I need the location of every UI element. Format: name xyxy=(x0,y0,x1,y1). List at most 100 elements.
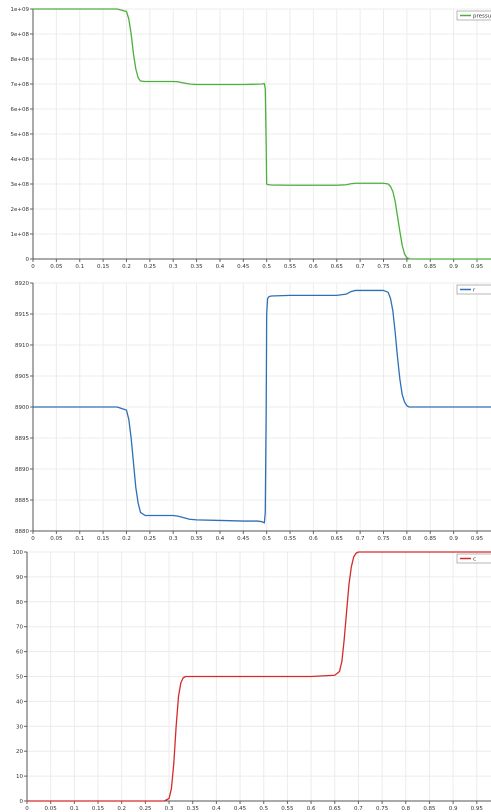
y-tick-label: 70 xyxy=(16,625,23,631)
x-tick-label: 0.05 xyxy=(50,264,63,270)
x-tick-label: 0.6 xyxy=(307,806,316,812)
legend-box xyxy=(456,553,491,564)
x-tick-label: 0.55 xyxy=(284,264,297,270)
x-tick-label: 0.75 xyxy=(376,806,389,812)
x-tick-label: 0.85 xyxy=(424,536,437,542)
y-tick-label: 4e+08 xyxy=(11,157,30,163)
x-tick-label: 0.5 xyxy=(262,264,271,270)
y-tick-label: 8885 xyxy=(15,498,29,504)
x-tick-label: 0.2 xyxy=(122,536,131,542)
y-tick-label: 8915 xyxy=(15,312,29,318)
x-tick-label: 0.8 xyxy=(403,264,412,270)
series-line-c xyxy=(27,551,491,802)
y-tick-label: 40 xyxy=(16,699,23,705)
x-tick-label: 0.25 xyxy=(144,536,157,542)
x-tick-label: 0.8 xyxy=(401,806,410,812)
x-tick-label: 0.45 xyxy=(234,806,247,812)
x-tick-label: 0.6 xyxy=(309,264,318,270)
x-tick-label: 0.2 xyxy=(122,264,131,270)
x-tick-label: 0.3 xyxy=(169,264,178,270)
y-tick-label: 7e+08 xyxy=(11,82,30,88)
y-tick-label: 8905 xyxy=(15,374,29,380)
x-tick-label: 0.05 xyxy=(45,806,58,812)
x-tick-label: 0.1 xyxy=(70,806,79,812)
x-tick-label: 0.9 xyxy=(449,806,458,812)
y-tick-label: 8900 xyxy=(15,405,29,411)
x-tick-label: 0.2 xyxy=(117,806,126,812)
x-tick-label: 0.95 xyxy=(471,536,484,542)
y-tick-label: 0 xyxy=(26,257,30,263)
x-tick-label: 0.85 xyxy=(423,806,436,812)
x-tick-label: 0.85 xyxy=(424,264,437,270)
y-tick-label: 6e+08 xyxy=(11,107,30,113)
x-tick-label: 0.6 xyxy=(309,536,318,542)
x-tick-label: 0.9 xyxy=(449,264,458,270)
x-tick-label: 0.4 xyxy=(212,806,221,812)
x-tick-label: 0.4 xyxy=(216,264,225,270)
x-tick-label: 0.35 xyxy=(187,806,200,812)
x-tick-label: 0.3 xyxy=(169,536,178,542)
x-tick-label: 0.75 xyxy=(377,536,390,542)
chart-panel-3: 0 0.05 0.1 0.15 0.2 0.25 0.3 0.35 0.4 0.45 0.5 0.55… xyxy=(13,550,491,812)
chart-panel-1: 0 0.05 0.1 0.15 0.2 0.25 0.3 0.35 0.4 0.45 0.5 0.55… xyxy=(11,7,491,270)
legend: pressu xyxy=(456,10,491,21)
legend-box xyxy=(456,284,491,295)
y-tick-label: 9e+08 xyxy=(11,32,30,38)
y-tick-label: 8895 xyxy=(15,436,29,442)
y-tick-label: 80 xyxy=(16,600,23,606)
series-line-r xyxy=(33,289,491,524)
y-tick-label: 1e+09 xyxy=(11,7,30,13)
x-tick-label: 0.05 xyxy=(50,536,63,542)
x-tick-label: 0.25 xyxy=(144,264,157,270)
x-tick-label: 0.15 xyxy=(92,806,105,812)
y-tick-label: 30 xyxy=(16,724,23,730)
x-tick-label: 0.55 xyxy=(284,536,297,542)
x-tick-label: 0.9 xyxy=(449,536,458,542)
y-tick-label: 8e+08 xyxy=(11,57,30,63)
y-tick-label: 20 xyxy=(16,749,23,755)
x-tick-label: 0.65 xyxy=(331,264,344,270)
x-tick-label: 0.7 xyxy=(354,806,363,812)
y-tick-label: 60 xyxy=(16,650,23,656)
y-tick-label: 8910 xyxy=(15,343,29,349)
y-tick-label: 50 xyxy=(16,675,23,681)
x-tick-label: 0.3 xyxy=(165,806,174,812)
x-tick-label: 0.7 xyxy=(356,536,365,542)
x-tick-label: 0.25 xyxy=(139,806,152,812)
y-tick-label: 2e+08 xyxy=(11,207,30,213)
y-tick-label: 8890 xyxy=(15,467,29,473)
x-tick-label: 0.65 xyxy=(329,806,342,812)
legend-box xyxy=(456,10,491,21)
legend-label: c xyxy=(473,557,476,563)
x-tick-label: 0.35 xyxy=(190,536,203,542)
y-tick-label: 100 xyxy=(13,550,24,556)
x-tick-label: 0.35 xyxy=(190,264,203,270)
legend-label: r xyxy=(473,288,476,294)
x-tick-label: 0.5 xyxy=(262,536,271,542)
x-tick-label: 0.1 xyxy=(75,264,84,270)
x-tick-label: 0.15 xyxy=(97,536,110,542)
x-tick-label: 0.95 xyxy=(471,806,484,812)
chart-panel-2: 0 0.05 0.1 0.15 0.2 0.25 0.3 0.35 0.4 0.45 0.5 0.55… xyxy=(15,281,491,542)
x-tick-label: 0.65 xyxy=(331,536,344,542)
x-tick-label: 0.4 xyxy=(216,536,225,542)
x-tick-label: 0.75 xyxy=(377,264,390,270)
x-tick-label: 0 xyxy=(31,536,35,542)
x-tick-label: 0.45 xyxy=(237,264,250,270)
x-tick-label: 0 xyxy=(25,806,29,812)
y-tick-label: 0 xyxy=(20,799,24,805)
x-tick-label: 0.55 xyxy=(281,806,294,812)
legend: r xyxy=(456,284,491,295)
x-tick-label: 0.7 xyxy=(356,264,365,270)
x-tick-label: 0.15 xyxy=(97,264,110,270)
x-tick-label: 0.8 xyxy=(403,536,412,542)
y-tick-label: 10 xyxy=(16,774,23,780)
x-tick-label: 0.45 xyxy=(237,536,250,542)
y-tick-label: 3e+08 xyxy=(11,182,30,188)
y-tick-label: 8920 xyxy=(15,281,29,287)
y-tick-label: 8880 xyxy=(15,529,29,535)
y-tick-label: 5e+08 xyxy=(11,132,30,138)
series-line-pressu xyxy=(33,8,491,260)
x-tick-label: 0.5 xyxy=(259,806,268,812)
